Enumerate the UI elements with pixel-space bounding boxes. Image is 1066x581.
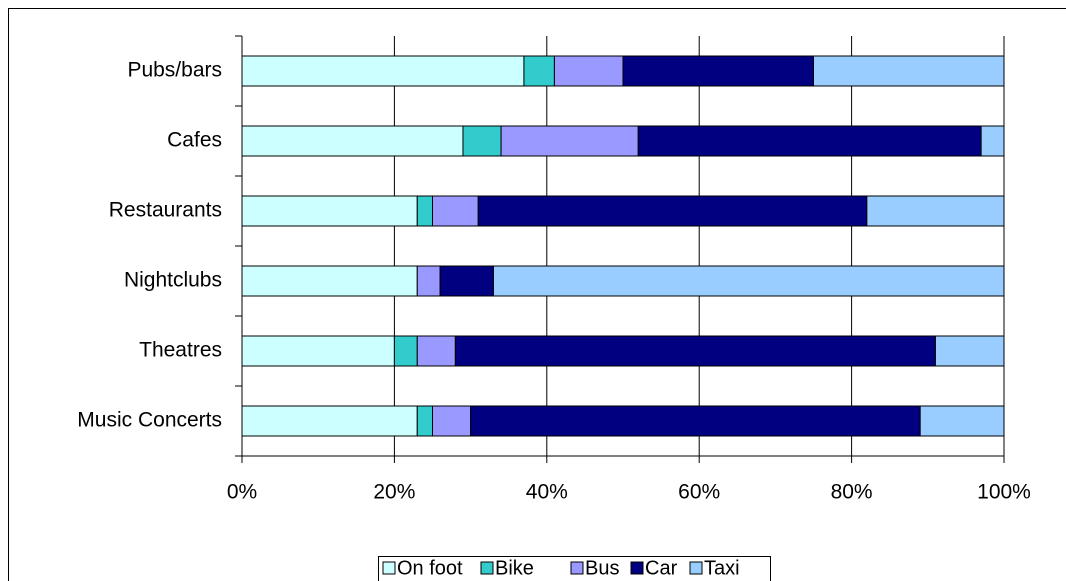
bar-segment <box>492 265 1005 297</box>
bar-segment <box>432 195 479 227</box>
y-tick-label: Theatres <box>139 339 222 362</box>
bar-segment <box>934 335 1005 367</box>
legend-label: On foot <box>397 557 463 579</box>
x-tick-label: 40% <box>526 481 568 504</box>
x-tick-label: 60% <box>678 481 720 504</box>
bar-segment <box>866 195 1005 227</box>
bar-segment <box>241 405 418 437</box>
bar-segment <box>637 125 982 157</box>
bar-segment <box>416 335 456 367</box>
bar-segment <box>241 55 525 87</box>
bar-segment <box>241 265 418 297</box>
bar-segment <box>393 335 418 367</box>
legend-swatch <box>689 561 703 575</box>
y-tick-label: Music Concerts <box>77 409 222 432</box>
bar-segment <box>523 55 555 87</box>
legend-label: Taxi <box>704 557 740 579</box>
bar-segment <box>416 405 434 437</box>
bar-segment <box>439 265 494 297</box>
bar-segment <box>454 335 936 367</box>
y-tick-label: Pubs/bars <box>127 59 222 82</box>
legend-swatch <box>382 561 396 575</box>
bar-segment <box>919 405 1005 437</box>
bar-segment <box>470 405 921 437</box>
legend-label: Bike <box>495 557 534 579</box>
bar-segment <box>477 195 868 227</box>
legend-swatch <box>570 561 584 575</box>
x-tick-label: 80% <box>831 481 873 504</box>
bar-segment <box>416 195 434 227</box>
legend-label: Bus <box>585 557 619 579</box>
x-tick-label: 0% <box>227 481 257 504</box>
y-tick-label: Cafes <box>167 129 222 152</box>
bar-segment <box>500 125 639 157</box>
bar-segment <box>980 125 1005 157</box>
legend-swatch <box>480 561 494 575</box>
x-tick-label: 100% <box>977 481 1031 504</box>
legend-label: Car <box>645 557 678 579</box>
y-tick-label: Restaurants <box>109 199 222 222</box>
bar-segment <box>241 335 395 367</box>
legend-swatch <box>630 561 644 575</box>
x-tick-label: 20% <box>373 481 415 504</box>
bar-segment <box>432 405 472 437</box>
y-tick-label: Nightclubs <box>124 269 222 292</box>
bar-segment <box>813 55 1005 87</box>
bar-segment <box>241 195 418 227</box>
bar-segment <box>553 55 624 87</box>
bar-segment <box>416 265 441 297</box>
bar-segment <box>462 125 502 157</box>
bar-segment <box>622 55 814 87</box>
bar-segment <box>241 125 464 157</box>
